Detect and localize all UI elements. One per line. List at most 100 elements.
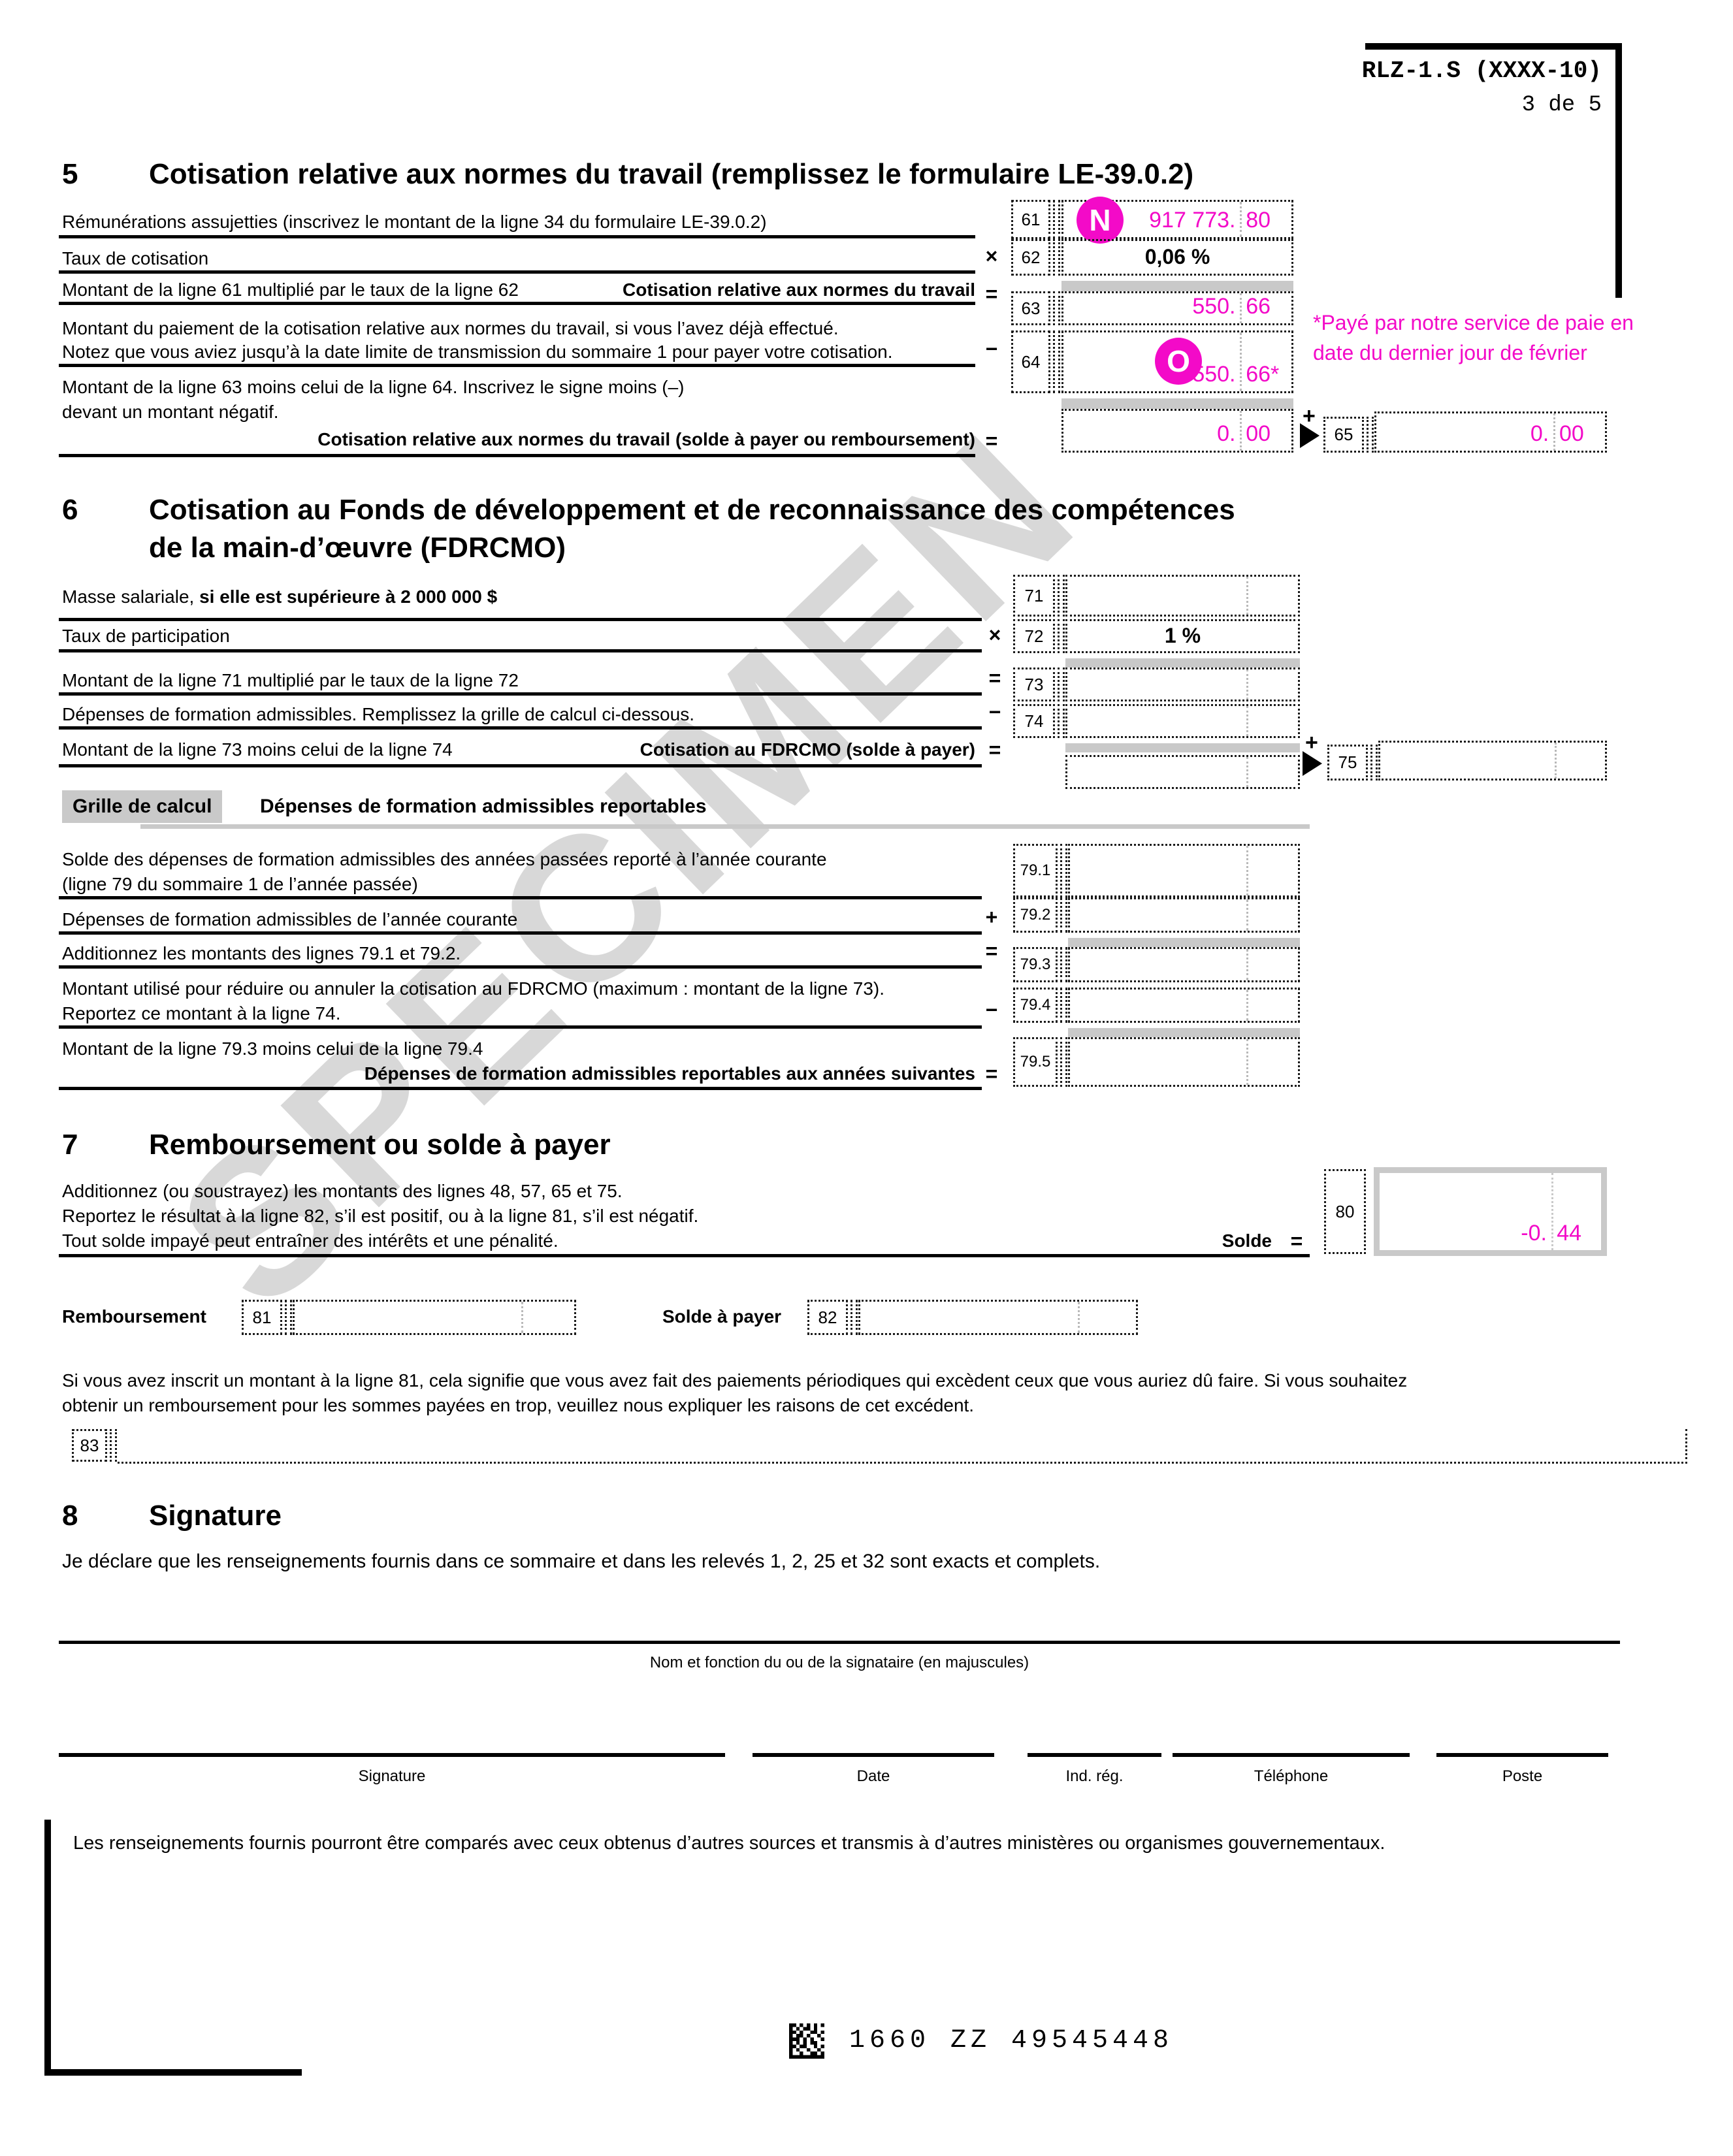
field-794[interactable] [1068, 988, 1300, 1023]
cents-divider [1240, 332, 1242, 391]
field-64[interactable]: O 550. 66* [1061, 330, 1293, 393]
amount-80-dollars: -0. [1521, 1221, 1547, 1246]
grid-tag: Grille de calcul [62, 790, 223, 823]
cents-divider [1551, 1173, 1553, 1250]
line64-separator [1053, 330, 1060, 393]
field-65-left[interactable]: 0. 00 [1061, 409, 1293, 453]
row791-label-line2: (ligne 79 du sommaire 1 de l’année passé… [62, 874, 418, 894]
field-73[interactable] [1065, 668, 1300, 701]
signature-line[interactable] [59, 1753, 725, 1757]
cents-divider [1246, 990, 1249, 1021]
row792-rule [59, 931, 982, 935]
equals-operator: = [988, 666, 1001, 690]
line82-separator [850, 1300, 858, 1335]
caption-ind-reg: Ind. rég. [1065, 1767, 1124, 1785]
line794-number: 79.4 [1013, 988, 1058, 1023]
field-82[interactable] [858, 1300, 1138, 1335]
field-80[interactable]: -0. 44 [1374, 1167, 1607, 1256]
row795-rule [59, 1087, 982, 1090]
solde-a-payer-label: Solde à payer [662, 1306, 782, 1327]
field-71[interactable] [1065, 575, 1300, 617]
field-792[interactable] [1068, 897, 1300, 933]
row795-label-line1: Montant de la ligne 79.3 moins celui de … [62, 1038, 483, 1059]
barcode-number: 1660 ZZ 49545448 [849, 2026, 1174, 2055]
row65-rule [59, 454, 975, 457]
extension-line[interactable] [1436, 1753, 1608, 1757]
row61-rule [59, 235, 975, 238]
section8-title: Signature [149, 1500, 282, 1532]
declaration-text: Je déclare que les renseignements fourni… [62, 1551, 1101, 1572]
field-793[interactable] [1068, 947, 1300, 982]
solde-rule [59, 1254, 1310, 1257]
row64-rule [59, 364, 975, 367]
shaded-bar [1068, 938, 1300, 947]
line71-number: 71 [1013, 575, 1055, 617]
minus-operator: − [985, 337, 998, 361]
field-74[interactable] [1065, 704, 1300, 738]
field-65-right[interactable]: 0. 00 [1374, 411, 1607, 453]
carry-arrow-icon [1300, 423, 1320, 448]
marker-o: O [1155, 338, 1202, 385]
equals-operator: = [985, 939, 998, 963]
grid-gray-rule [140, 824, 1310, 829]
field-75-right[interactable] [1378, 741, 1607, 780]
cents-divider [1240, 293, 1242, 323]
row73-label: Montant de la ligne 71 multiplié par le … [62, 670, 519, 690]
cents-divider [1246, 949, 1249, 980]
s7-note-line1: Si vous avez inscrit un montant à la lig… [62, 1370, 1408, 1391]
line63-number: 63 [1011, 291, 1050, 325]
field-791[interactable] [1068, 844, 1300, 897]
amount-63-dollars: 550. [1192, 294, 1236, 319]
cents-divider [1246, 669, 1248, 700]
s7-note-line2: obtenir un remboursement pour les sommes… [62, 1395, 975, 1415]
amount-65-left-cents: 00 [1246, 421, 1271, 446]
line63-separator [1053, 291, 1060, 325]
row61-label: Rémunérations assujetties (inscrivez le … [62, 212, 767, 232]
line64-number: 64 [1011, 330, 1050, 393]
field-72[interactable]: 1 % [1065, 619, 1300, 653]
line65-number: 65 [1323, 417, 1364, 453]
marker-n: N [1077, 197, 1124, 244]
line61-separator [1053, 200, 1060, 239]
row62-label: Taux de cotisation [62, 248, 209, 268]
line62-separator [1053, 239, 1060, 276]
field-83[interactable] [118, 1429, 1687, 1464]
line795-separator [1060, 1037, 1067, 1087]
amount-65-right-cents: 00 [1559, 421, 1584, 446]
solde-label: Solde [1222, 1231, 1272, 1251]
minus-operator: − [988, 700, 1001, 724]
shaded-bar [1061, 281, 1293, 291]
cents-divider [1246, 577, 1248, 615]
telephone-line[interactable] [1173, 1753, 1410, 1757]
row75-label-bold: Cotisation au FDRCMO (solde à payer) [640, 739, 975, 760]
field-75-left[interactable] [1065, 755, 1300, 789]
section6-number: 6 [62, 494, 78, 526]
multiply-operator: × [985, 244, 998, 268]
shaded-bar [1068, 1028, 1300, 1037]
cents-divider [1246, 1039, 1249, 1085]
row72-label: Taux de participation [62, 626, 230, 646]
name-signature-line[interactable] [59, 1641, 1620, 1644]
row793-label: Additionnez les montants des lignes 79.1… [62, 943, 461, 963]
row75-rule [59, 764, 982, 767]
row71-label: Masse salariale, si elle est supérieure … [62, 587, 498, 607]
field-81[interactable] [293, 1300, 576, 1335]
field-61[interactable]: N 917 773. 80 [1061, 197, 1293, 244]
line74-separator [1058, 704, 1065, 738]
field-63[interactable]: 550. 66 [1061, 291, 1293, 325]
s7-instruction-line3: Tout solde impayé peut entraîner des int… [62, 1231, 559, 1251]
line75-number: 75 [1327, 745, 1368, 780]
section7-title: Remboursement ou solde à payer [149, 1129, 611, 1161]
section5-number: 5 [62, 158, 78, 190]
privacy-note: Les renseignements fournis pourront être… [73, 1833, 1385, 1854]
line81-separator [285, 1300, 292, 1335]
equals-operator: = [985, 429, 998, 453]
line792-number: 79.2 [1013, 897, 1058, 933]
date-line[interactable] [753, 1753, 994, 1757]
row65-label-bold: Cotisation relative aux normes du travai… [317, 429, 975, 449]
area-code-line[interactable] [1028, 1753, 1161, 1757]
field-795[interactable] [1068, 1037, 1300, 1087]
line82-number: 82 [807, 1300, 848, 1335]
field-62[interactable]: 0,06 % [1061, 239, 1293, 276]
